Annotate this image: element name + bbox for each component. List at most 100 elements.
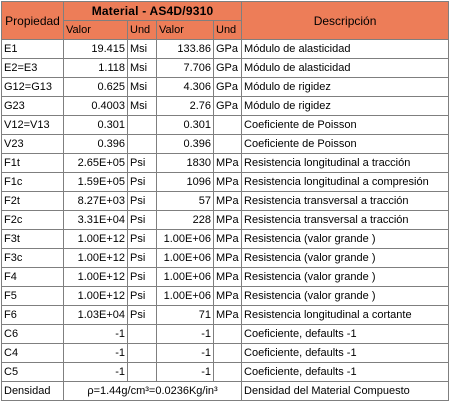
property-symbol: F4 [1, 267, 64, 287]
unit-si: MPa [212, 267, 243, 287]
property-symbol: G12=G13 [1, 77, 64, 97]
value-si: 0.301 [156, 115, 214, 135]
unit-si: MPa [212, 286, 243, 306]
unit-imperial: Psi [127, 191, 157, 211]
table-row: C6 -1 -1 Coeficiente, defaults -1 [1, 324, 450, 344]
value-si: 228 [156, 210, 214, 230]
value-imperial: 8.27E+03 [63, 191, 128, 211]
unit-si: MPa [212, 191, 243, 211]
property-symbol: C5 [1, 362, 64, 382]
density-value: ρ=1.44g/cm³=0.0236Kg/in³ [62, 381, 243, 401]
valor-header-2: Valor [156, 20, 214, 40]
value-imperial: -1 [63, 343, 128, 363]
value-si: 71 [156, 305, 214, 325]
unit-imperial [127, 324, 157, 344]
value-si: 1830 [156, 153, 214, 173]
table-row: F3t 1.00E+12 Psi 1.00E+06 MPa Resistencia (va… [1, 229, 450, 249]
unit-imperial: Msi [127, 77, 157, 97]
table-row: F1t 2.65E+05 Psi 1830 MPa Resistencia longitu… [1, 153, 450, 173]
unit-si: MPa [212, 305, 243, 325]
header-row-top: Propiedad Material - AS4D/9310 Descripci… [1, 1, 450, 40]
property-description: Resistencia transversal a tracción [241, 191, 450, 211]
property-description: Resistencia longitudinal a compresión [241, 172, 450, 192]
table-row: E2=E3 1.118 Msi 7.706 GPa Módulo de alasticid… [1, 58, 450, 78]
value-imperial: 0.396 [63, 134, 128, 154]
unit-si [212, 115, 243, 135]
property-description: Coeficiente, defaults -1 [241, 362, 450, 382]
unit-si [212, 324, 243, 344]
und-header-1: Und [127, 20, 157, 40]
unit-imperial: Psi [127, 210, 157, 230]
property-description: Coeficiente de Poisson [241, 134, 450, 154]
value-imperial: 1.00E+12 [63, 267, 128, 287]
unit-si: MPa [212, 248, 243, 268]
value-imperial: 0.301 [63, 115, 128, 135]
density-description: Densidad del Material Compuesto [241, 381, 450, 401]
und-header-2: Und [212, 20, 243, 40]
property-symbol: F3c [1, 248, 64, 268]
value-imperial: 1.00E+12 [63, 248, 128, 268]
property-description: Resistencia transversal a tracción [241, 210, 450, 230]
table-row: C5 -1 -1 Coeficiente, defaults -1 [1, 362, 450, 382]
property-symbol: V12=V13 [1, 115, 64, 135]
valor-header-1: Valor [63, 20, 128, 40]
unit-si: MPa [212, 229, 243, 249]
table-row: G23 0.4003 Msi 2.76 GPa Módulo de rigidez [1, 96, 450, 116]
unit-si [212, 134, 243, 154]
property-description: Coeficiente, defaults -1 [241, 324, 450, 344]
density-row: Densidad ρ=1.44g/cm³=0.0236Kg/in³ Densid… [1, 381, 450, 401]
unit-si [212, 343, 243, 363]
property-description: Resistencia (valor grande ) [241, 229, 450, 249]
table-row: F2c 3.31E+04 Psi 228 MPa Resistencia transver… [1, 210, 450, 230]
value-si: 1.00E+06 [156, 286, 214, 306]
value-imperial: 0.4003 [63, 96, 128, 116]
unit-si: MPa [212, 153, 243, 173]
value-si: 7.706 [156, 58, 214, 78]
value-si: -1 [156, 324, 214, 344]
table-row: G12=G13 0.625 Msi 4.306 GPa Módulo de rigidez [1, 77, 450, 97]
unit-imperial [127, 362, 157, 382]
value-imperial: 1.03E+04 [63, 305, 128, 325]
property-header: Propiedad [1, 1, 64, 40]
property-description: Resistencia (valor grande ) [241, 267, 450, 287]
table-row: V23 0.396 0.396 Coeficiente de Poisson [1, 134, 450, 154]
table-row: F1c 1.59E+05 Psi 1096 MPa Resistencia longitu… [1, 172, 450, 192]
property-symbol: V23 [1, 134, 64, 154]
value-si: 57 [156, 191, 214, 211]
property-symbol: C6 [1, 324, 64, 344]
value-si: 2.76 [156, 96, 214, 116]
table-row: E1 19.415 Msi 133.86 GPa Módulo de alasticida… [1, 39, 450, 59]
table-row: V12=V13 0.301 0.301 Coeficiente de Poisson [1, 115, 450, 135]
value-si: 4.306 [156, 77, 214, 97]
value-imperial: 3.31E+04 [63, 210, 128, 230]
value-si: 1.00E+06 [156, 248, 214, 268]
value-imperial: 19.415 [63, 39, 128, 59]
unit-si: MPa [212, 172, 243, 192]
property-description: Módulo de rigidez [241, 77, 450, 97]
unit-si: GPa [212, 58, 243, 78]
unit-imperial: Psi [127, 286, 157, 306]
table-body: E1 19.415 Msi 133.86 GPa Módulo de alasticida… [1, 39, 450, 382]
unit-si: MPa [212, 210, 243, 230]
value-imperial: -1 [63, 362, 128, 382]
value-si: -1 [156, 362, 214, 382]
unit-imperial: Msi [127, 58, 157, 78]
property-symbol: F2t [1, 191, 64, 211]
property-description: Módulo de alasticidad [241, 58, 450, 78]
property-symbol: E2=E3 [1, 58, 64, 78]
header-row-sub: Valor Und Valor Und [2, 20, 449, 40]
table-row: F5 1.00E+12 Psi 1.00E+06 MPa Resistencia (val… [1, 286, 450, 306]
unit-imperial [127, 134, 157, 154]
value-si: 1.00E+06 [156, 229, 214, 249]
property-symbol: F1t [1, 153, 64, 173]
unit-si [212, 362, 243, 382]
unit-si: GPa [212, 96, 243, 116]
value-imperial: 1.00E+12 [63, 229, 128, 249]
property-symbol: F5 [1, 286, 64, 306]
property-description: Módulo de rigidez [241, 96, 450, 116]
property-symbol: C4 [1, 343, 64, 363]
value-si: -1 [156, 343, 214, 363]
property-description: Módulo de alasticidad [241, 39, 450, 59]
property-symbol: G23 [1, 96, 64, 116]
property-description: Resistencia (valor grande ) [241, 286, 450, 306]
